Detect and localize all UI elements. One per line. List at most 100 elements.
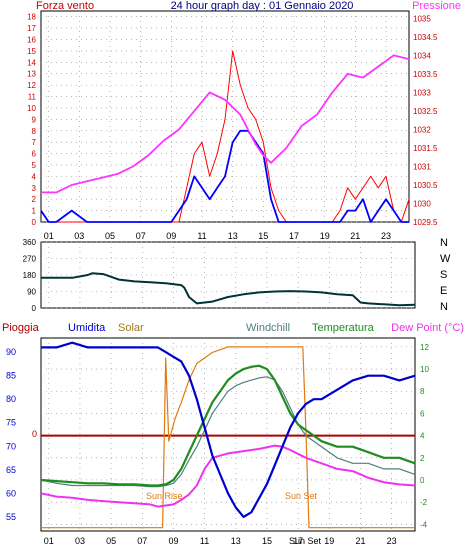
bottom-legend: Pioggia Umidita Solar Windchill Temperatura D… [2, 322, 464, 334]
top-right-tick-label: 1032 [413, 126, 431, 135]
top-left-tick-label: 11 [28, 93, 37, 102]
legend-item: Pioggia [2, 322, 40, 334]
top-x-ticks: 01 03 05 07 09 11 13 15 17 19 21 23 [44, 231, 391, 241]
annotation-sun-set: Sun Set [285, 491, 318, 501]
top-left-tick-label: 14 [27, 58, 36, 67]
bottom-plot-area [40, 337, 416, 532]
top-left-tick-label: 4 [32, 172, 37, 181]
top-x-tick-label: 17 [289, 231, 299, 241]
bottom-right-ticks: -4 -2 0 2 4 6 8 10 12 [420, 343, 429, 529]
bottom-x-tick-label: 07 [137, 536, 147, 546]
bottom-x-tick-label: 05 [106, 536, 116, 546]
direction-tick-label: 90 [27, 288, 36, 297]
bottom-x-tick-label: 19 [324, 536, 334, 546]
legend-item: Umidita [68, 322, 106, 334]
legend-item: Dew Point (°C) [391, 322, 464, 334]
bottom-series [40, 341, 416, 529]
humidity-tick-label: 65 [6, 465, 16, 475]
top-right-tick-label: 1032.5 [413, 107, 438, 116]
top-left-tick-label: 17 [27, 24, 36, 33]
annotation-sun-rise: Sun Rise [146, 491, 183, 501]
top-left-tick-label: 1 [32, 207, 37, 216]
top-left-tick-label: 18 [27, 13, 36, 22]
top-left-tick-label: 9 [32, 115, 37, 124]
compass-label: W [440, 253, 451, 265]
humidity-line [41, 341, 416, 519]
top-right-ticks: 1029.5 1030 1030.5 1031 1031.5 1032 1032.5 1033… [413, 14, 438, 227]
humidity-tick-label: 70 [6, 441, 16, 451]
top-right-tick-label: 1034 [413, 51, 431, 60]
top-x-tick-label: 19 [320, 231, 330, 241]
temperature-tick-label: 12 [420, 343, 429, 352]
wind-gust-line [40, 129, 409, 223]
humidity-tick-label: 60 [6, 488, 16, 498]
top-left-tick-label: 2 [32, 195, 37, 204]
bottom-x-ticks: 01 03 05 07 09 11 13 15 17 19 21 23 [44, 536, 397, 546]
compass-label: N [440, 237, 448, 249]
top-x-tick-label: 07 [136, 231, 146, 241]
legend-item: Temperatura [312, 322, 375, 334]
bottom-x-tick-label: 03 [75, 536, 85, 546]
top-left-label: Forza vento [36, 0, 94, 12]
top-left-tick-label: 7 [32, 138, 37, 147]
direction-tick-label: 270 [23, 255, 37, 264]
temperature-line [40, 364, 416, 487]
dewpoint-line [40, 444, 416, 508]
pressure-line [41, 54, 410, 194]
compass-label: S [440, 269, 447, 281]
direction-left-ticks: 360 270 180 90 0 [23, 238, 37, 313]
top-right-tick-label: 1035 [413, 14, 431, 23]
top-x-tick-label: 15 [258, 231, 268, 241]
bottom-x-tick-label: 15 [262, 536, 272, 546]
temperature-tick-label: 4 [420, 432, 425, 441]
direction-plot-area [40, 241, 416, 309]
bottom-x-tick-label: 11 [200, 536, 209, 546]
top-x-tick-label: 23 [381, 231, 391, 241]
top-right-tick-label: 1033.5 [413, 70, 438, 79]
top-left-tick-label: 16 [27, 36, 36, 45]
top-right-tick-label: 1034.5 [413, 33, 438, 42]
top-series [40, 50, 410, 223]
top-left-tick-label: 13 [27, 70, 36, 79]
top-left-tick-label: 15 [27, 47, 36, 56]
temperature-tick-label: 0 [420, 476, 425, 485]
bottom-x-tick-label: 17 [293, 536, 303, 546]
bottom-x-tick-label: 13 [231, 536, 241, 546]
top-left-tick-label: 0 [32, 218, 37, 227]
temperature-tick-label: -2 [420, 498, 428, 507]
humidity-tick-label: 75 [6, 418, 16, 428]
top-right-tick-label: 1031 [413, 163, 431, 172]
top-left-tick-label: 8 [32, 127, 37, 136]
rain-tick-label: 0 [32, 429, 37, 439]
direction-tick-label: 0 [32, 304, 37, 313]
humidity-tick-label: 90 [6, 347, 16, 357]
legend-item: Solar [118, 322, 144, 334]
top-left-tick-label: 10 [27, 104, 36, 113]
top-left-tick-label: 5 [32, 161, 37, 170]
chart-title: 24 hour graph day : 01 Gennaio 2020 [171, 0, 354, 12]
top-right-label: Pressione [412, 0, 461, 12]
bottom-left-ticks: 55 60 65 70 75 80 85 90 [6, 347, 16, 522]
temperature-tick-label: -4 [420, 520, 428, 529]
humidity-tick-label: 80 [6, 394, 16, 404]
direction-tick-label: 360 [23, 238, 37, 247]
top-x-tick-label: 13 [228, 231, 238, 241]
direction-tick-label: 180 [23, 271, 37, 280]
direction-grid [41, 241, 415, 309]
top-x-tick-label: 05 [105, 231, 115, 241]
temperature-tick-label: 8 [420, 387, 425, 396]
legend-item: Windchill [246, 322, 290, 334]
top-right-tick-label: 1030 [413, 200, 431, 209]
top-left-tick-label: 3 [32, 184, 37, 193]
bottom-x-tick-label: 09 [168, 536, 178, 546]
top-x-tick-label: 03 [74, 231, 84, 241]
bottom-x-tick-label: 23 [387, 536, 397, 546]
compass-label: E [440, 285, 447, 297]
humidity-tick-label: 55 [6, 512, 16, 522]
temperature-tick-label: 2 [420, 454, 425, 463]
top-left-tick-label: 12 [27, 81, 36, 90]
